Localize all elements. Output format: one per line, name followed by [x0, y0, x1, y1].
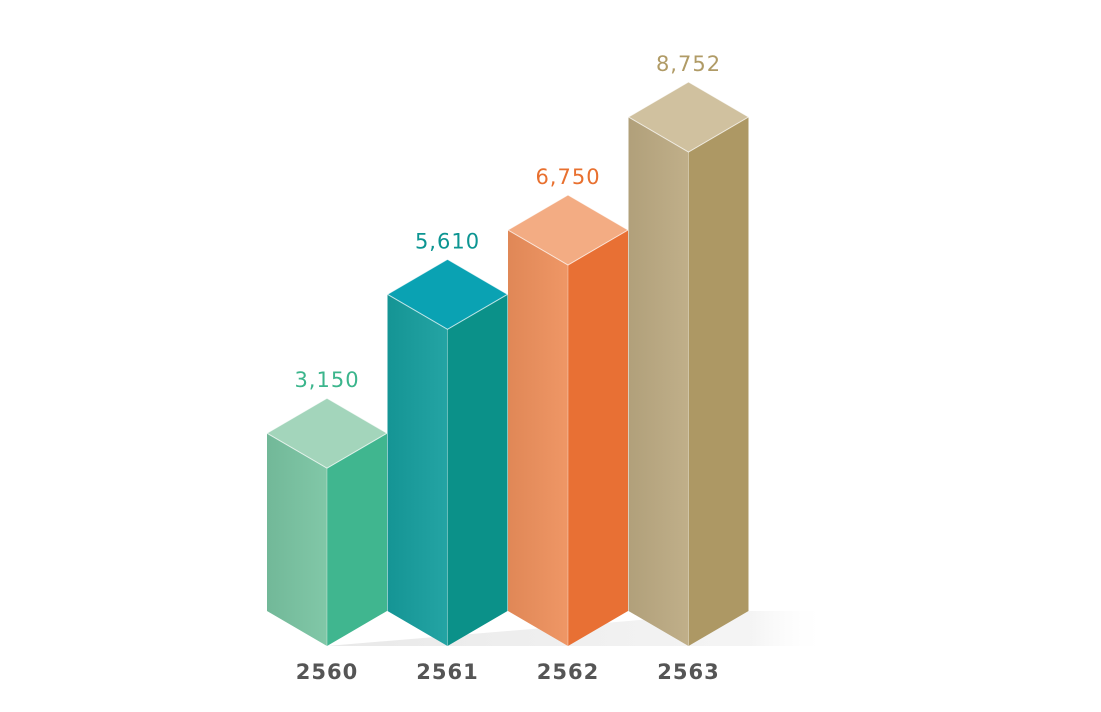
value-label-2562: 6,750: [535, 165, 600, 189]
bar-right-face: [327, 433, 387, 646]
bar-top-face: [507, 194, 629, 266]
value-label-2563: 8,752: [656, 52, 721, 76]
category-label-2561: 2561: [416, 660, 478, 684]
value-label-2561: 5,610: [415, 229, 480, 253]
bars-group: [266, 81, 750, 646]
category-labels-group: 2560 2561 2562 2563: [296, 660, 719, 684]
value-labels-group: 3,150 5,610 6,750 8,752: [294, 52, 721, 392]
bar-right-face: [688, 117, 749, 646]
bar-2563: [627, 81, 750, 646]
bar-top-face: [627, 81, 750, 153]
bar-left-face-shade: [267, 433, 327, 646]
value-label-2560: 3,150: [294, 368, 359, 392]
bar-2562: [507, 194, 629, 646]
bar-left-face-shade: [387, 294, 448, 646]
category-label-2560: 2560: [296, 660, 358, 684]
bar-right-face: [447, 294, 508, 646]
category-label-2563: 2563: [657, 660, 719, 684]
bar-2560: [266, 397, 388, 646]
category-label-2562: 2562: [537, 660, 599, 684]
bar-top-face: [266, 397, 388, 469]
bar-2561: [386, 258, 509, 646]
bar-left-face-shade: [508, 230, 568, 646]
bar-right-face: [568, 230, 628, 646]
bar-left-face-shade: [628, 117, 689, 646]
bar-top-face: [386, 258, 509, 330]
